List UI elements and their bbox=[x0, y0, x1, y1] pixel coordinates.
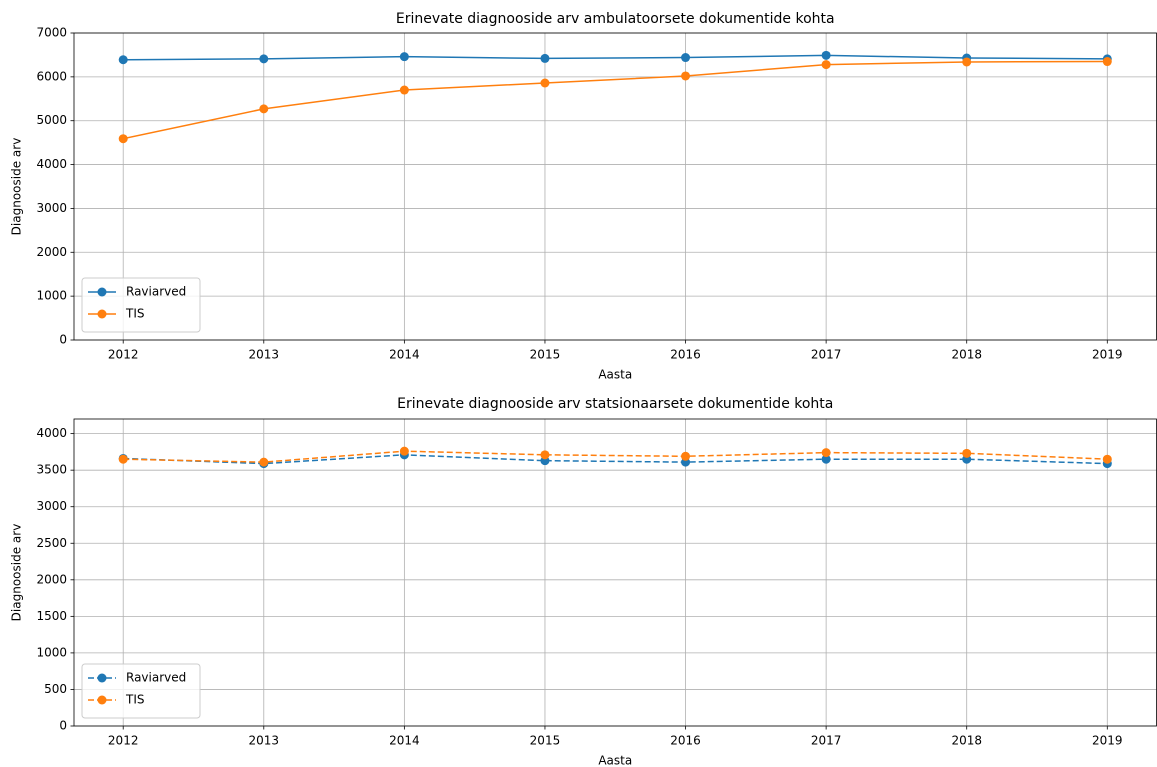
data-point bbox=[1102, 454, 1112, 464]
y-tick-label: 4000 bbox=[36, 157, 67, 171]
legend-marker bbox=[97, 309, 107, 319]
y-tick-label: 1000 bbox=[36, 289, 67, 303]
legend-label: Raviarved bbox=[126, 285, 186, 299]
x-tick-label: 2017 bbox=[811, 348, 842, 362]
legend: Raviarved TIS bbox=[81, 663, 201, 719]
x-tick-label: 2014 bbox=[389, 348, 420, 362]
x-tick-label: 2015 bbox=[530, 734, 561, 748]
data-point bbox=[962, 448, 972, 458]
legend-label: Raviarved bbox=[126, 671, 186, 685]
legend-marker bbox=[97, 287, 107, 297]
chart-title: Erinevate diagnooside arv statsionaarset… bbox=[397, 396, 833, 412]
x-tick-label: 2016 bbox=[670, 734, 701, 748]
y-tick-label: 2000 bbox=[36, 245, 67, 259]
data-point bbox=[821, 448, 831, 458]
data-point bbox=[962, 57, 972, 67]
x-axis-label: Aasta bbox=[598, 368, 632, 382]
data-point bbox=[259, 54, 269, 64]
chart: Erinevate diagnooside arv statsionaarset… bbox=[10, 396, 1157, 767]
y-tick-label: 5000 bbox=[36, 113, 67, 127]
legend-label: TIS bbox=[125, 307, 145, 321]
legend-label: TIS bbox=[125, 693, 145, 707]
y-tick-label: 0 bbox=[59, 719, 67, 733]
data-point bbox=[681, 451, 691, 461]
data-point bbox=[821, 454, 831, 464]
data-point bbox=[399, 52, 409, 62]
data-point bbox=[259, 457, 269, 467]
data-point bbox=[399, 85, 409, 95]
x-tick-label: 2016 bbox=[670, 348, 701, 362]
x-tick-label: 2018 bbox=[951, 348, 982, 362]
y-tick-label: 4000 bbox=[36, 426, 67, 440]
y-tick-label: 3500 bbox=[36, 463, 67, 477]
x-tick-label: 2019 bbox=[1092, 348, 1123, 362]
y-tick-label: 3000 bbox=[36, 201, 67, 215]
series-line bbox=[123, 454, 1108, 465]
data-point bbox=[1102, 57, 1112, 67]
data-point bbox=[540, 53, 550, 63]
data-point bbox=[821, 50, 831, 60]
x-tick-label: 2013 bbox=[249, 734, 280, 748]
x-tick-label: 2012 bbox=[108, 734, 139, 748]
data-point bbox=[821, 60, 831, 70]
y-tick-label: 6000 bbox=[36, 69, 67, 83]
x-tick-label: 2014 bbox=[389, 734, 420, 748]
chart-title: Erinevate diagnooside arv ambulatoorsete… bbox=[396, 11, 835, 27]
data-point bbox=[118, 55, 128, 65]
data-point bbox=[259, 104, 269, 114]
y-tick-label: 2500 bbox=[36, 536, 67, 550]
y-tick-label: 500 bbox=[44, 682, 67, 696]
data-point bbox=[118, 454, 128, 464]
data-point bbox=[681, 53, 691, 63]
chart: Erinevate diagnooside arv ambulatoorsete… bbox=[10, 11, 1157, 382]
series-line bbox=[123, 60, 1108, 140]
y-tick-label: 0 bbox=[59, 333, 67, 347]
x-tick-label: 2015 bbox=[530, 348, 561, 362]
legend-marker bbox=[97, 673, 107, 683]
y-axis-label: Diagnooside arv bbox=[10, 138, 24, 236]
axes-frame bbox=[73, 418, 1157, 727]
legend-marker bbox=[97, 695, 107, 705]
data-point bbox=[540, 450, 550, 460]
y-tick-label: 1500 bbox=[36, 609, 67, 623]
x-tick-label: 2012 bbox=[108, 348, 139, 362]
y-tick-label: 1000 bbox=[36, 645, 67, 659]
legend: Raviarved TIS bbox=[81, 277, 201, 333]
data-point bbox=[540, 78, 550, 88]
x-tick-label: 2018 bbox=[951, 734, 982, 748]
data-point bbox=[681, 71, 691, 81]
series-line bbox=[123, 450, 1108, 463]
series-line bbox=[123, 54, 1108, 61]
y-axis-label: Diagnooside arv bbox=[10, 524, 24, 622]
x-tick-label: 2019 bbox=[1092, 734, 1123, 748]
x-tick-label: 2017 bbox=[811, 734, 842, 748]
x-tick-label: 2013 bbox=[249, 348, 280, 362]
data-point bbox=[399, 446, 409, 456]
data-point bbox=[118, 134, 128, 144]
y-tick-label: 7000 bbox=[36, 26, 67, 40]
y-tick-label: 3000 bbox=[36, 499, 67, 513]
y-tick-label: 2000 bbox=[36, 572, 67, 586]
x-axis-label: Aasta bbox=[598, 754, 632, 767]
